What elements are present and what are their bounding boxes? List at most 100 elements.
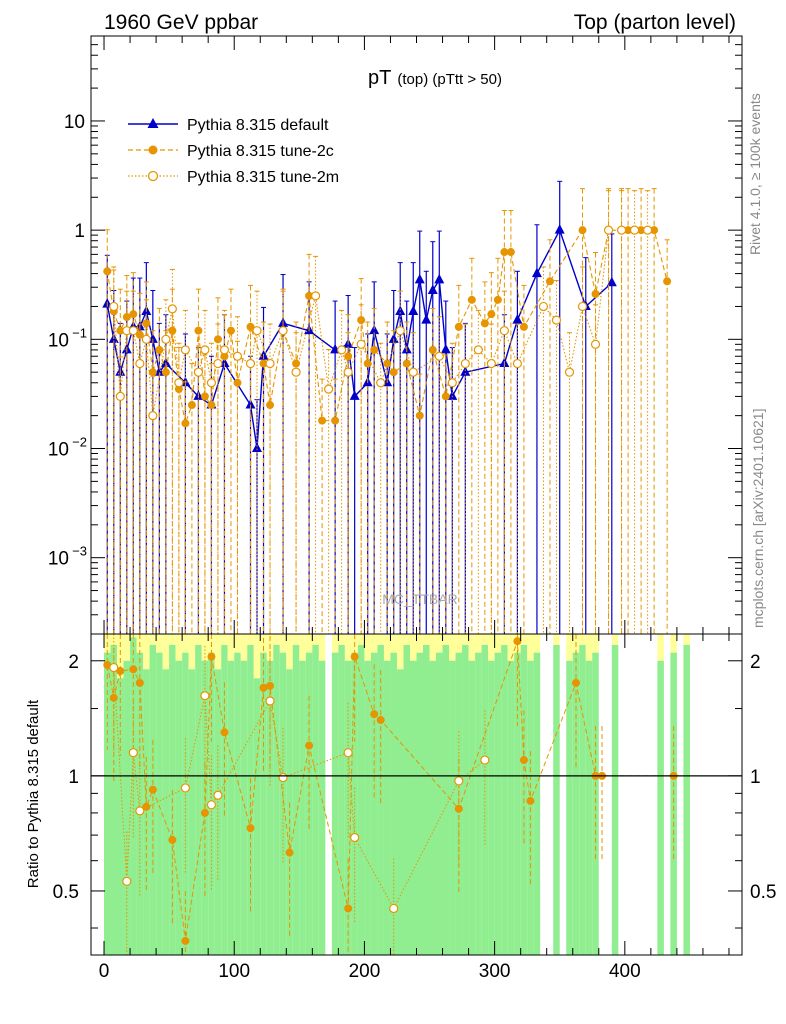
ratio-band-green: [110, 644, 118, 955]
main-point-tune-2m: [577, 301, 588, 312]
ratio-band-yellow: [143, 634, 150, 670]
main-point-tune-2c: [428, 345, 437, 354]
main-point-tune-2c: [500, 248, 509, 257]
ratio-band-green: [494, 652, 502, 955]
main-point-default: [434, 273, 445, 284]
main-point-tune-2m: [408, 367, 418, 377]
ratio-band-yellow: [436, 634, 443, 653]
ratio-band-yellow: [488, 634, 495, 661]
main-y-tick-label: 10: [48, 549, 69, 570]
x-tick-label: 0: [99, 961, 110, 982]
main-point-tune-2c: [578, 226, 587, 235]
main-point-tune-2m: [337, 345, 347, 355]
ratio-band-green: [123, 660, 131, 955]
legend-entry-default: Pythia 8.315 default: [128, 117, 329, 134]
ratio-band-yellow: [455, 634, 463, 653]
ratio-point-tune-2c: [266, 681, 275, 690]
ratio-band-green: [260, 652, 267, 955]
main-point-tune-2c: [200, 392, 209, 401]
ratio-band-green: [501, 644, 508, 955]
ratio-band-yellow: [286, 634, 293, 670]
main-point-tune-2c: [318, 416, 327, 425]
main-point-tune-2m: [434, 351, 444, 361]
main-point-default: [154, 366, 165, 376]
main-point-tune-2c: [519, 322, 528, 331]
ratio-band-green: [247, 644, 254, 955]
main-point-tune-2m: [376, 378, 386, 388]
main-point-tune-2m: [115, 391, 125, 402]
ratio-y-tick-label-right: 1: [750, 767, 761, 788]
main-point-tune-2c: [487, 310, 496, 319]
ratio-point-tune-2c: [200, 808, 209, 817]
main-point-tune-2c: [259, 359, 268, 368]
main-point-default: [606, 276, 617, 287]
main-point-tune-2m: [395, 326, 405, 336]
main-point-tune-2c: [624, 226, 633, 235]
ratio-band-green: [572, 652, 580, 955]
main-y-tick-label: 10: [48, 440, 69, 461]
main-point-default: [245, 399, 256, 409]
ratio-bands: [104, 634, 690, 955]
ratio-band-yellow: [370, 634, 378, 653]
main-y-tick-label: 10: [48, 330, 69, 351]
ratio-band-green: [175, 660, 183, 955]
ratio-band-yellow: [390, 634, 397, 653]
ratio-band-green: [488, 660, 495, 955]
ratio-point-tune-2c: [526, 796, 535, 805]
main-point-tune-2c: [467, 295, 476, 304]
main-point-default: [554, 224, 565, 234]
ratio-band-green: [611, 644, 619, 955]
legend-label-tune-2c: Pythia 8.315 tune-2c: [187, 143, 334, 160]
ratio-band-yellow: [416, 634, 424, 653]
watermark: MC_TTBAR: [382, 591, 457, 607]
ratio-band-green: [364, 660, 371, 955]
ratio-band-yellow: [221, 634, 228, 645]
legend-entry-tune-2m: Pythia 8.315 tune-2m: [128, 169, 339, 186]
main-point-tune-2m: [564, 367, 575, 377]
ratio-band-yellow: [253, 634, 261, 679]
ratio-band-yellow: [299, 634, 306, 661]
main-point-tune-2m: [232, 351, 243, 361]
main-point-tune-2m: [551, 315, 562, 325]
ratio-band-green: [579, 644, 586, 955]
ratio-point-tune-2m: [213, 790, 223, 800]
ratio-band-yellow: [123, 634, 131, 661]
main-point-tune-2c: [168, 326, 177, 335]
ratio-band-green: [507, 660, 515, 955]
ratio-band-yellow: [292, 634, 300, 645]
ratio-band-yellow: [611, 634, 619, 645]
main-point-tune-2c: [370, 345, 379, 354]
ratio-point-tune-2c: [207, 652, 216, 661]
ratio-point-tune-2c: [513, 637, 522, 646]
ratio-band-green: [409, 660, 417, 955]
ratio-band-green: [592, 652, 599, 955]
ratio-band-green: [683, 644, 690, 955]
ratio-band-green: [468, 660, 476, 955]
ratio-band-yellow: [494, 634, 502, 653]
ratio-band-green: [195, 644, 202, 955]
ratio-band-green: [670, 652, 677, 955]
main-point-tune-2c: [663, 277, 672, 286]
ratio-point-tune-2m: [122, 876, 132, 886]
legend-label-default: Pythia 8.315 default: [187, 117, 329, 134]
ratio-band-green: [390, 652, 397, 955]
ratio-band-green: [383, 660, 391, 955]
main-point-tune-2m: [219, 345, 230, 355]
ratio-band-yellow: [468, 634, 476, 661]
main-point-tune-2m: [291, 367, 301, 377]
main-point-tune-2c: [650, 226, 659, 235]
ratio-band-green: [566, 660, 573, 955]
ratio-band-green: [475, 652, 482, 955]
ratio-point-tune-2m: [265, 696, 275, 706]
ratio-band-yellow: [409, 634, 417, 661]
legend-label-tune-2m: Pythia 8.315 tune-2m: [187, 169, 339, 186]
main-point-tune-2m: [245, 358, 256, 369]
ratio-band-yellow: [234, 634, 241, 653]
main-point-tune-2c: [363, 359, 372, 368]
main-point-tune-2m: [252, 326, 262, 336]
ratio-band-yellow: [117, 634, 124, 679]
main-point-tune-2c: [246, 322, 255, 331]
ratio-band-yellow: [533, 634, 541, 653]
ratio-point-tune-2c: [135, 678, 144, 687]
